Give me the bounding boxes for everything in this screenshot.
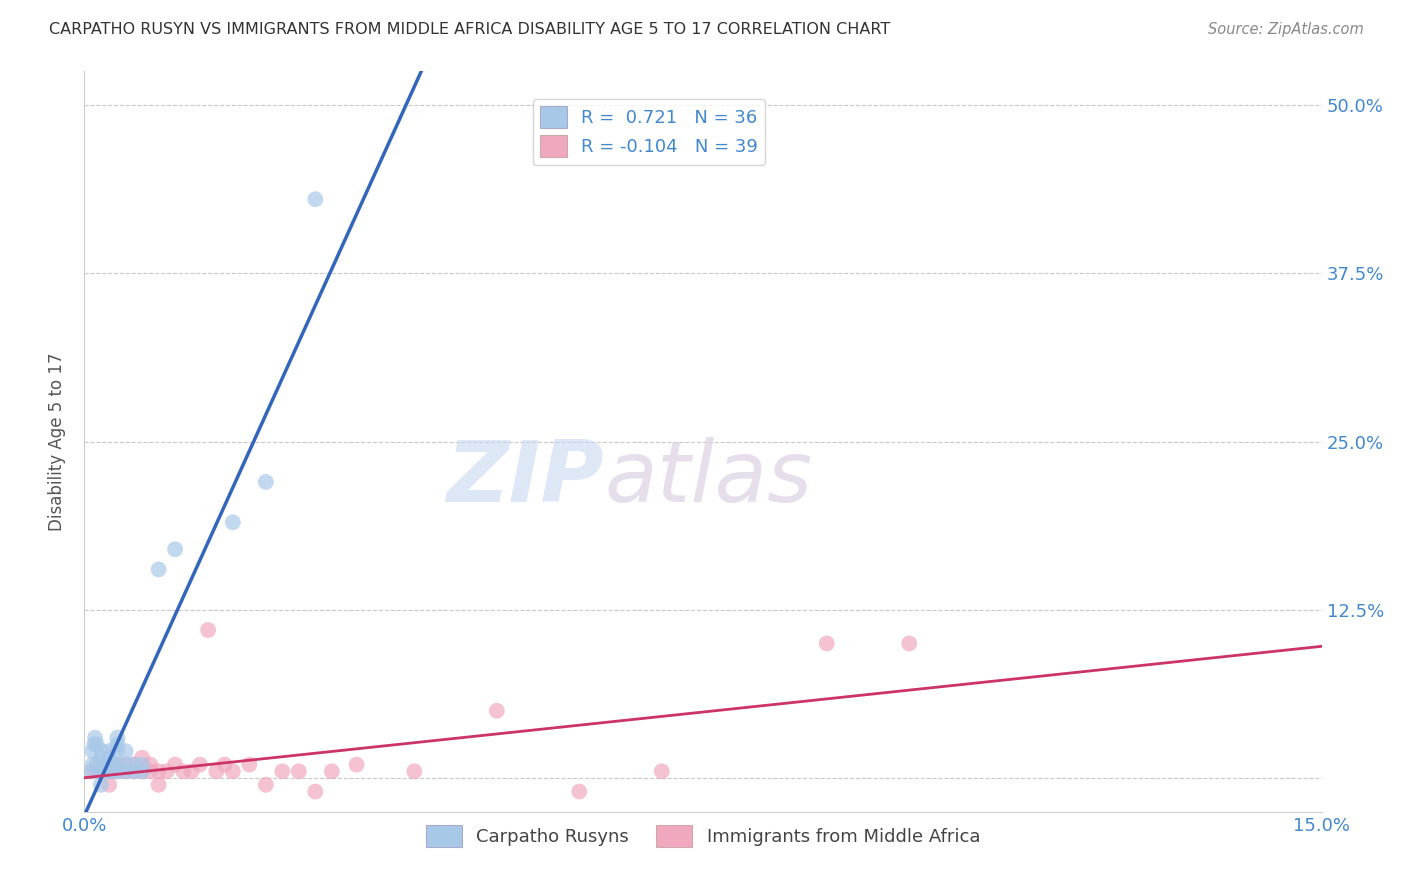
Point (304, 784, 326, 798)
Legend: Carpatho Rusyns, Immigrants from Middle Africa: Carpatho Rusyns, Immigrants from Middle … (419, 818, 987, 855)
Point (98, 757, 121, 772)
Point (105, 738, 128, 752)
Point (254, 778, 277, 792)
Point (105, 744, 128, 758)
Point (815, 636, 838, 650)
Text: CARPATHO RUSYN VS IMMIGRANTS FROM MIDDLE AFRICA DISABILITY AGE 5 TO 17 CORRELATI: CARPATHO RUSYN VS IMMIGRANTS FROM MIDDLE… (49, 22, 890, 37)
Point (105, 757, 128, 772)
Text: atlas: atlas (605, 437, 813, 520)
Point (148, 764, 170, 779)
Point (83, 738, 105, 752)
Point (205, 764, 228, 779)
Point (98, 751, 121, 765)
Point (165, 542, 187, 557)
Point (82, 744, 104, 758)
Point (131, 764, 153, 779)
Point (103, 757, 125, 772)
Point (172, 764, 194, 779)
Point (122, 757, 145, 772)
Point (94, 764, 117, 779)
Point (86, 757, 108, 772)
Point (82, 757, 104, 772)
Point (98, 778, 121, 792)
Point (485, 704, 508, 718)
Point (105, 764, 128, 779)
Point (131, 764, 153, 779)
Point (86, 738, 108, 752)
Point (98, 764, 121, 779)
Point (122, 757, 145, 772)
Point (98, 764, 121, 779)
Point (122, 764, 145, 779)
Point (180, 764, 202, 779)
Point (91, 744, 114, 758)
Text: Source: ZipAtlas.com: Source: ZipAtlas.com (1208, 22, 1364, 37)
Point (105, 764, 128, 779)
Point (90, 751, 112, 765)
Point (139, 757, 162, 772)
Point (321, 764, 343, 779)
Text: ZIP: ZIP (446, 437, 605, 520)
Point (82, 764, 104, 779)
Point (288, 764, 311, 779)
Point (197, 623, 219, 637)
Point (271, 764, 294, 779)
Point (238, 757, 260, 772)
Point (90, 764, 112, 779)
Point (165, 757, 187, 772)
Point (131, 751, 153, 765)
Point (114, 764, 136, 779)
Point (156, 764, 179, 779)
Point (346, 757, 368, 772)
Point (114, 757, 136, 772)
Point (222, 764, 245, 779)
Point (898, 636, 921, 650)
Y-axis label: Disability Age 5 to 17: Disability Age 5 to 17 (48, 352, 66, 531)
Point (254, 475, 277, 489)
Point (131, 757, 153, 772)
Point (103, 764, 125, 779)
Point (84, 731, 107, 745)
Point (98, 744, 121, 758)
Point (105, 731, 128, 745)
Point (148, 778, 170, 792)
Point (651, 764, 673, 779)
Point (568, 784, 591, 798)
Point (89, 764, 111, 779)
Point (114, 757, 136, 772)
Point (90, 778, 112, 792)
Point (222, 516, 245, 530)
Point (404, 764, 426, 779)
Point (105, 757, 128, 772)
Point (122, 764, 145, 779)
Point (90, 757, 112, 772)
Point (90, 764, 112, 779)
Point (148, 562, 170, 576)
Point (139, 764, 162, 779)
Point (114, 744, 136, 758)
Point (114, 764, 136, 779)
Point (188, 757, 211, 772)
Point (214, 757, 236, 772)
Point (304, 192, 326, 206)
Point (80, 764, 103, 779)
